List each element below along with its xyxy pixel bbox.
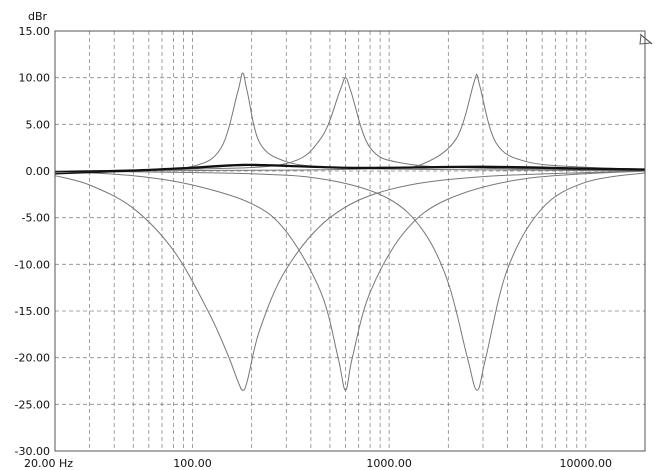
y-axis-unit-label: dBr <box>28 10 48 23</box>
x-tick-label: 100.00 <box>173 457 212 470</box>
grid-lines <box>55 31 645 451</box>
y-tick-label: 10.00 <box>19 72 51 85</box>
series-line-5 <box>54 170 646 391</box>
plot-frame <box>54 30 646 452</box>
y-tick-label: -20.00 <box>15 352 50 365</box>
series-line-8 <box>54 163 646 173</box>
y-tick-label: -10.00 <box>15 258 50 271</box>
series-line-4 <box>54 170 646 391</box>
x-tick-label: 1000.00 <box>366 457 412 470</box>
y-tick-label: 0.00 <box>26 165 51 178</box>
y-tick-label: -5.00 <box>22 212 50 225</box>
series-line-6 <box>54 170 646 391</box>
series-line-3 <box>54 73 646 172</box>
x-tick-label: 10000.00 <box>560 457 613 470</box>
series-line-1 <box>54 72 646 172</box>
y-tick-label: -15.00 <box>15 305 50 318</box>
x-tick-label: 20.00 Hz <box>24 457 73 470</box>
x-axis-tick-labels: 20.00 Hz 100.00 1000.00 10000.00 <box>24 457 612 470</box>
series-lines <box>54 72 646 391</box>
y-tick-label: 5.00 <box>26 118 51 131</box>
y-tick-label: -25.00 <box>15 398 50 411</box>
y-tick-label: 15.00 <box>19 25 51 38</box>
series-line-7 <box>54 164 646 175</box>
y-axis-tick-labels: 15.00 10.00 5.00 0.00 -5.00 -10.00 -15.00 -20.0… <box>15 25 50 458</box>
y-tick-label: -30.00 <box>15 445 50 458</box>
cursor-marker-icon[interactable] <box>639 33 653 45</box>
